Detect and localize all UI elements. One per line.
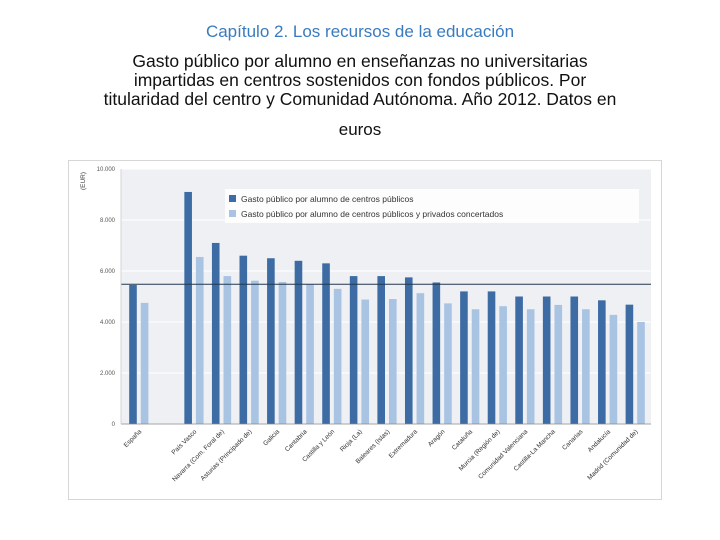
bar	[637, 322, 645, 424]
bar	[404, 277, 413, 424]
bar	[377, 276, 385, 424]
bar	[184, 191, 192, 424]
y-tick-label: 2.000	[100, 371, 116, 377]
bar	[416, 293, 425, 424]
bar	[554, 304, 563, 424]
x-category-label: Madrid (Comunidad de)	[586, 428, 639, 481]
bar	[294, 260, 303, 424]
bar	[349, 276, 358, 424]
bar-chart: 0 2.000 4.000 6.000 8.000 10.000 (EUR) Gasto pú…	[80, 167, 651, 483]
x-category-label: Andalucía	[587, 428, 613, 454]
x-category-label: Canarias	[561, 428, 585, 452]
slide-title: Gasto público por alumno en enseñanzas n…	[30, 52, 690, 109]
legend-label: Gasto público por alumno de centros públ…	[241, 209, 503, 219]
bar	[570, 296, 579, 424]
bar	[582, 309, 590, 424]
legend-label: Gasto público por alumno de centros públ…	[241, 194, 413, 204]
y-tick-label: 10.000	[97, 167, 116, 173]
bar	[140, 302, 149, 424]
bar	[361, 299, 370, 424]
bar	[487, 291, 496, 424]
bar	[515, 296, 523, 424]
x-category-label: Asturias (Principado de)	[200, 428, 254, 482]
x-category-label: Comunidad Valenciana	[477, 428, 529, 480]
x-category-label: Rioja (La)	[339, 428, 364, 453]
bar	[471, 309, 480, 424]
bar	[322, 263, 330, 424]
slide-header: Capítulo 2. Los recursos de la educación	[205, 22, 515, 41]
bar	[306, 284, 314, 424]
bar	[444, 303, 452, 424]
y-tick-label: 4.000	[100, 320, 116, 326]
bar	[598, 300, 606, 424]
x-category-label: Extremadura	[388, 428, 420, 460]
bar	[432, 282, 441, 424]
bar	[625, 304, 634, 424]
title-line-2: impartidas en centros sostenidos con fon…	[133, 70, 587, 90]
x-category-label: España	[123, 428, 144, 449]
legend-swatch	[229, 195, 236, 202]
x-category-label: Cantabria	[284, 428, 309, 453]
bar	[278, 281, 287, 424]
y-tick-label: 6.000	[100, 269, 116, 275]
bar	[542, 296, 551, 424]
bar	[526, 309, 535, 424]
legend-swatch	[229, 210, 236, 217]
x-category-label: Cataluña	[451, 428, 475, 452]
x-category-label: País Vasco	[170, 428, 198, 456]
bar	[460, 291, 468, 424]
bar	[267, 258, 275, 424]
title-line-1: Gasto público por alumno en enseñanzas n…	[132, 51, 588, 71]
bar	[499, 306, 507, 424]
bar	[239, 255, 248, 424]
x-category-label: Navarra (Com. Foral de)	[171, 428, 226, 483]
x-category-label: Aragón	[427, 428, 447, 448]
bar	[129, 285, 137, 424]
legend-box	[225, 189, 639, 223]
title-tail: euros	[338, 120, 382, 139]
x-category-label: Galicia	[262, 428, 281, 447]
bar	[211, 242, 220, 424]
bar	[389, 299, 397, 424]
bar	[223, 276, 232, 424]
bar	[333, 288, 342, 424]
title-line-3: titularidad del centro y Comunidad Autón…	[103, 89, 617, 109]
bar	[609, 314, 618, 424]
bar	[195, 256, 204, 424]
y-axis-label: (EUR)	[80, 172, 87, 190]
y-tick-label: 8.000	[100, 218, 116, 224]
bar	[251, 280, 259, 424]
chart-frame: 0 2.000 4.000 6.000 8.000 10.000 (EUR) Gasto pú…	[68, 160, 662, 500]
y-tick-label: 0	[112, 422, 116, 428]
